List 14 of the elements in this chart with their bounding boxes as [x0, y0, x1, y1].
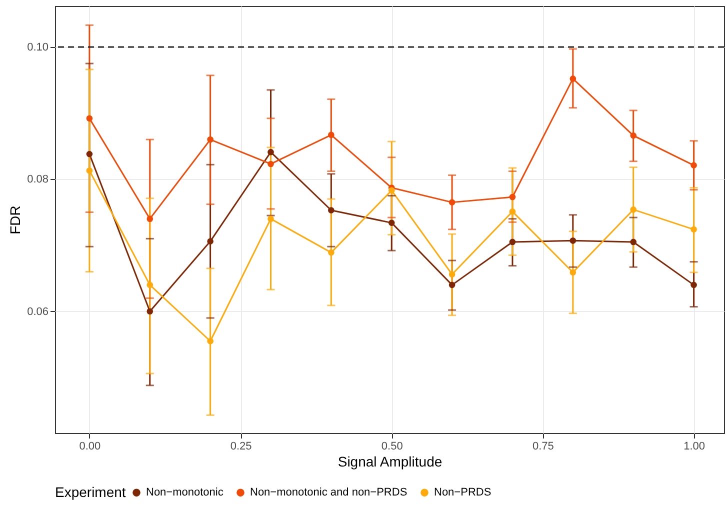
legend-label: Non−monotonic: [146, 486, 224, 499]
x-tick-label: 0.50: [381, 440, 403, 452]
legend-label: Non−PRDS: [434, 486, 492, 499]
y-tick-label: 0.10: [27, 41, 48, 54]
legend-label: Non−monotonic and non−PRDS: [250, 486, 408, 499]
x-tick-label: 1.00: [684, 440, 705, 452]
y-tick-label: 0.06: [27, 306, 48, 318]
x-axis-title: Signal Amplitude: [338, 454, 442, 470]
x-tick-label: 0.75: [532, 440, 554, 452]
legend-title: Experiment: [55, 484, 126, 500]
x-tick-label: 0.25: [230, 440, 252, 452]
y-axis-title: FDR: [7, 206, 24, 234]
y-tick-label: 0.08: [27, 174, 48, 186]
x-tick-label: 0.00: [79, 440, 101, 452]
